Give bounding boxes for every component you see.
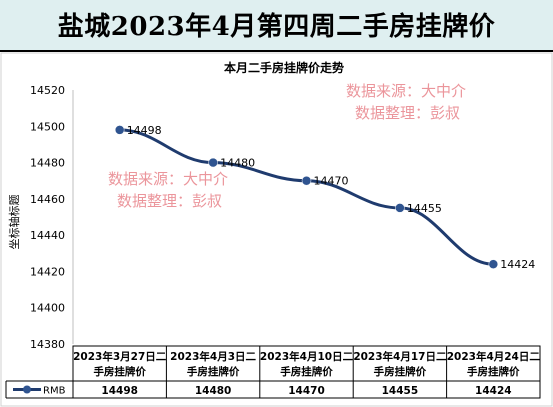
y-tick-label: 14440 (30, 229, 65, 242)
watermark-top: 数据来源：大中介 数据整理：彭叔 (346, 80, 466, 124)
y-tick-label: 14500 (30, 120, 65, 133)
y-tick-label: 14380 (30, 338, 65, 351)
watermark-source: 数据来源：大中介 (346, 82, 467, 100)
y-tick-label: 14400 (30, 302, 65, 315)
legend-label: RMB (43, 386, 66, 397)
series-layer: 14498 14480 14470 14455 14424 (114, 124, 535, 271)
y-axis-ticks: 14380 14400 14420 14440 14460 14480 14500 14520 (30, 84, 65, 351)
watermark-source: 数据来源：大中介 (108, 170, 229, 188)
x-category-label: 2023年4月3日二 (170, 350, 256, 363)
data-label: 14455 (407, 202, 442, 215)
watermark-editor: 数据整理：彭叔 (355, 104, 461, 122)
data-table: 2023年3月27日二手房挂牌价144982023年4月3日二手房挂牌价1448… (5, 345, 541, 399)
x-category-label: 手房挂牌价 (374, 365, 427, 378)
watermark-editor: 数据整理：彭叔 (117, 192, 223, 210)
data-point (301, 175, 312, 186)
x-category-label: 手房挂牌价 (467, 365, 520, 378)
y-axis-title: 坐标轴标题 (7, 195, 21, 250)
table-border (72, 345, 541, 399)
data-label: 14480 (220, 157, 255, 170)
data-point (488, 259, 499, 269)
legend-marker (23, 385, 31, 394)
table-value: 14470 (288, 385, 325, 397)
chart-area (0, 52, 553, 407)
x-category-label: 手房挂牌价 (93, 365, 146, 378)
x-category-label: 手房挂牌价 (187, 365, 240, 378)
data-label: 14424 (500, 258, 535, 271)
x-category-label: 手房挂牌价 (280, 365, 333, 378)
table-value: 14480 (195, 385, 232, 397)
data-point (114, 125, 125, 135)
x-category-label: 2023年3月27日二 (73, 350, 167, 363)
y-tick-label: 14460 (30, 193, 65, 206)
page-title: 盐城2023年4月第四周二手房挂牌价 (57, 12, 496, 42)
data-label: 14498 (127, 124, 162, 137)
data-label: 14470 (314, 175, 349, 188)
line-chart: 本月二手房挂牌价走势 坐标轴标题 14380 14400 14420 14440 144… (0, 52, 553, 407)
table-value: 14498 (101, 385, 138, 397)
x-category-label: 2023年4月10日二 (260, 350, 354, 363)
table-value: 14424 (475, 385, 512, 397)
y-tick-label: 14420 (30, 265, 65, 278)
x-category-label: 2023年4月24日二 (447, 350, 541, 363)
y-tick-label: 14520 (30, 84, 65, 97)
x-category-label: 2023年4月17日二 (353, 350, 447, 363)
title-banner: 盐城2023年4月第四周二手房挂牌价 (0, 0, 553, 52)
table-value: 14455 (382, 385, 419, 397)
data-point (208, 157, 218, 168)
chart-title: 本月二手房挂牌价走势 (224, 60, 344, 75)
data-point (395, 203, 405, 213)
y-tick-label: 14480 (30, 157, 65, 170)
watermark-middle: 数据来源：大中介 数据整理：彭叔 (108, 168, 228, 212)
